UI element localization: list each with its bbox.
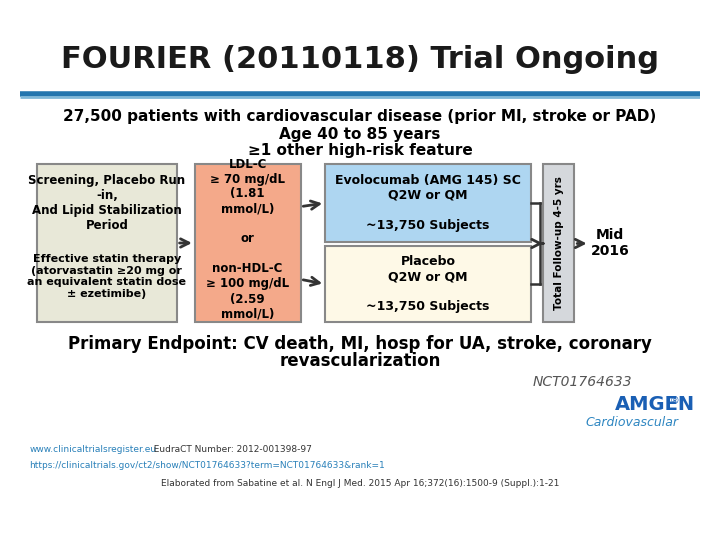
Text: NCT01764633: NCT01764633 bbox=[532, 375, 632, 389]
Text: https://clinicaltrials.gov/ct2/show/NCT01764633?term=NCT01764633&rank=1: https://clinicaltrials.gov/ct2/show/NCT0… bbox=[30, 461, 385, 469]
Text: Placebo
Q2W or QM

~13,750 Subjects: Placebo Q2W or QM ~13,750 Subjects bbox=[366, 255, 490, 313]
Text: 27,500 patients with cardiovascular disease (prior MI, stroke or PAD): 27,500 patients with cardiovascular dise… bbox=[63, 109, 657, 124]
Text: Evolocumab (AMG 145) SC
Q2W or QM

~13,750 Subjects: Evolocumab (AMG 145) SC Q2W or QM ~13,75… bbox=[335, 174, 521, 232]
Text: Age 40 to 85 years: Age 40 to 85 years bbox=[279, 126, 441, 141]
Text: Total Follow-up 4-5 yrs: Total Follow-up 4-5 yrs bbox=[554, 176, 564, 310]
Text: Effective statin therapy
(atorvastatin ≥20 mg or
an equivalent statin dose
± eze: Effective statin therapy (atorvastatin ≥… bbox=[27, 254, 186, 299]
FancyBboxPatch shape bbox=[194, 164, 300, 322]
Text: Primary Endpoint: CV death, MI, hosp for UA, stroke, coronary: Primary Endpoint: CV death, MI, hosp for… bbox=[68, 335, 652, 353]
FancyBboxPatch shape bbox=[325, 246, 531, 322]
Text: FOURIER (20110118) Trial Ongoing: FOURIER (20110118) Trial Ongoing bbox=[61, 45, 659, 75]
Text: LDL-C
≥ 70 mg/dL
(1.81
mmol/L)

or

non-HDL-C
≥ 100 mg/dL
(2.59
mmol/L): LDL-C ≥ 70 mg/dL (1.81 mmol/L) or non-HD… bbox=[206, 158, 289, 321]
Text: www.clinicaltrialsregister.eu: www.clinicaltrialsregister.eu bbox=[30, 446, 156, 455]
Text: revascularization: revascularization bbox=[279, 352, 441, 370]
Text: Elaborated from Sabatine et al. N Engl J Med. 2015 Apr 16;372(16):1500-9 (Suppl.: Elaborated from Sabatine et al. N Engl J… bbox=[161, 478, 559, 488]
FancyBboxPatch shape bbox=[543, 164, 575, 322]
Text: ≥1 other high-risk feature: ≥1 other high-risk feature bbox=[248, 144, 472, 159]
Text: AMGEN: AMGEN bbox=[615, 395, 695, 414]
Text: Cardiovascular: Cardiovascular bbox=[585, 415, 678, 429]
Text: Mid
2016: Mid 2016 bbox=[590, 228, 629, 258]
Text: EudraCT Number: 2012-001398-97: EudraCT Number: 2012-001398-97 bbox=[148, 446, 311, 455]
Text: Screening, Placebo Run
-in,
And Lipid Stabilization
Period: Screening, Placebo Run -in, And Lipid St… bbox=[28, 174, 186, 232]
FancyBboxPatch shape bbox=[325, 164, 531, 242]
FancyBboxPatch shape bbox=[37, 164, 177, 322]
Text: ®: ® bbox=[670, 396, 680, 406]
